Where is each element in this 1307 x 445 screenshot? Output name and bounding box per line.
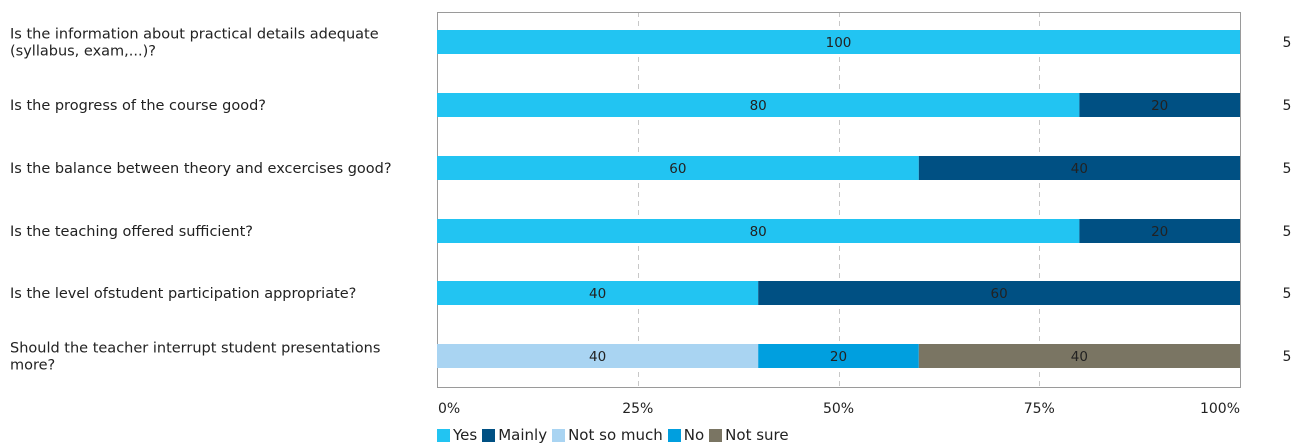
category-label: Is the balance between theory and excerc… <box>10 161 392 177</box>
legend-swatch <box>437 428 450 442</box>
data-label: 20 <box>1151 224 1168 240</box>
data-label: 100 <box>826 35 852 51</box>
response-count: 5 <box>1283 224 1292 240</box>
bar-segment <box>758 281 1240 305</box>
response-count: 5 <box>1283 98 1292 114</box>
category-labels: Is the information about practical detai… <box>10 27 392 374</box>
legend-swatch <box>552 428 566 442</box>
data-label: 60 <box>991 286 1008 302</box>
legend-swatch <box>709 428 723 442</box>
bar-segment <box>758 344 919 368</box>
bar-segment <box>437 344 759 368</box>
bar-segment <box>437 93 1080 117</box>
data-label: 80 <box>750 224 767 240</box>
category-label: Should the teacher interrupt student pre… <box>10 341 380 357</box>
response-count: 5 <box>1283 349 1292 365</box>
bar-segment <box>437 219 1080 243</box>
legend-label: Mainly <box>498 426 548 444</box>
x-tick-label: 50% <box>823 401 854 417</box>
legend-label: Not so much <box>568 426 663 444</box>
response-count: 5 <box>1283 286 1292 302</box>
legend-swatch <box>667 428 681 442</box>
category-label: Is the teaching offered sufficient? <box>10 224 253 240</box>
bar-segment <box>437 30 1240 54</box>
data-label: 20 <box>830 349 847 365</box>
bars: 100 80 20 60 40 80 20 40 60 40 20 40 <box>437 30 1240 368</box>
data-label: 40 <box>589 286 606 302</box>
bar-segment <box>1079 93 1240 117</box>
x-tick-label: 25% <box>622 401 653 417</box>
category-label: Is the information about practical detai… <box>10 27 379 43</box>
legend-item: No <box>667 426 705 444</box>
data-label: 80 <box>750 98 767 114</box>
grid-lines <box>638 12 1040 387</box>
bar-segment <box>918 344 1240 368</box>
bar-segment <box>918 156 1240 180</box>
response-counts: 5 5 5 5 5 5 <box>1283 35 1292 365</box>
legend-item: Not sure <box>709 426 789 444</box>
bar-segment <box>1079 219 1240 243</box>
category-label: (syllabus, exam,...)? <box>10 44 156 60</box>
legend-label: Yes <box>453 426 478 444</box>
x-tick-label: 75% <box>1024 401 1055 417</box>
bar-segment <box>437 156 919 180</box>
category-label: more? <box>10 358 55 374</box>
legend-label: No <box>683 426 705 444</box>
legend-item: Not so much <box>552 426 663 444</box>
data-label: 40 <box>1071 349 1088 365</box>
legend: Yes Mainly Not so much No Not sure <box>437 426 794 444</box>
plot-area-border <box>437 12 1241 388</box>
x-axis-ticks: 0% 25% 50% 75% 100% <box>438 401 1240 417</box>
legend-swatch <box>482 428 496 442</box>
response-count: 5 <box>1283 35 1292 51</box>
category-label: Is the level ofstudent participation app… <box>10 286 356 302</box>
data-label: 20 <box>1151 98 1168 114</box>
legend-item: Yes <box>437 426 477 444</box>
response-count: 5 <box>1283 161 1292 177</box>
x-tick-label: 0% <box>438 401 460 417</box>
bar-segment <box>437 281 759 305</box>
legend-item: Mainly <box>482 426 547 444</box>
x-tick-label: 100% <box>1200 401 1240 417</box>
data-label: 40 <box>1071 161 1088 177</box>
data-label: 40 <box>589 349 606 365</box>
data-label: 60 <box>669 161 686 177</box>
legend-label: Not sure <box>725 426 789 444</box>
category-label: Is the progress of the course good? <box>10 98 266 114</box>
